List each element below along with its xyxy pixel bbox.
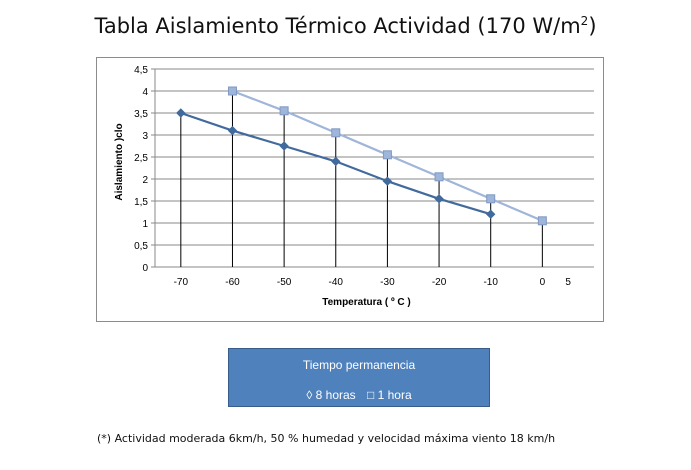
chart-area: 0 0,5 1 1,5 2 2,5 3 3,5 4 4,5 -70 -60 -50 -40 -30 -20 -1… (96, 57, 604, 322)
data-point-1-hora (486, 194, 496, 204)
y-tick-label: 0 (142, 263, 148, 274)
y-tick-label: 2 (142, 175, 148, 186)
y-tick-label: 1 (142, 219, 148, 230)
y-tick-label: 3,5 (134, 109, 148, 120)
data-point-1-hora (382, 150, 392, 160)
legend-entries: ◊ 8 horas □ 1 hora (229, 388, 489, 402)
y-tick-label: 4,5 (134, 65, 148, 76)
x-tick-label: -20 (432, 277, 447, 288)
x-tick-label: 5 (565, 277, 571, 288)
x-tick-label: -60 (225, 277, 240, 288)
x-tick-label: -10 (483, 277, 498, 288)
legend-entry-8-horas: ◊ 8 horas (306, 388, 356, 402)
x-tick-label: -40 (329, 277, 344, 288)
data-point-8-horas (279, 141, 289, 151)
x-tick-label: -70 (174, 277, 189, 288)
y-tick-label: 1,5 (134, 197, 148, 208)
x-tick-label: -50 (277, 277, 292, 288)
x-axis-label: Temperatura ( º C ) (322, 297, 410, 308)
legend: Tiempo permanencia ◊ 8 horas □ 1 hora (228, 348, 490, 407)
y-tick-label: 3 (142, 131, 148, 142)
data-point-1-hora (227, 86, 237, 96)
y-tick-label: 0,5 (134, 241, 148, 252)
data-point-8-horas (485, 209, 496, 219)
line-chart: 0 0,5 1 1,5 2 2,5 3 3,5 4 4,5 -70 -60 -50 -40 -30 -20 -1… (114, 65, 594, 308)
data-point-1-hora (279, 106, 289, 116)
legend-title: Tiempo permanencia (302, 358, 416, 372)
legend-entry-1-hora: □ 1 hora (367, 388, 412, 402)
data-point-1-hora (537, 216, 547, 226)
data-point-8-horas (331, 156, 341, 167)
y-tick-label: 2,5 (134, 153, 148, 164)
x-tick-label: 0 (540, 277, 546, 288)
y-axis-label: Aislamiento )clo (114, 123, 125, 200)
data-point-1-hora (434, 172, 444, 182)
data-point-8-horas (434, 194, 444, 204)
chart-title: Tabla Aislamiento Térmico Actividad (170… (94, 14, 597, 38)
data-point-1-hora (331, 128, 341, 138)
y-tick-label: 4 (142, 87, 148, 98)
x-tick-label: -30 (380, 277, 395, 288)
footnote: (*) Actividad moderada 6km/h, 50 % humed… (97, 432, 556, 445)
data-point-8-horas (382, 176, 393, 186)
data-point-8-horas (227, 125, 238, 136)
data-point-8-horas (176, 108, 186, 118)
